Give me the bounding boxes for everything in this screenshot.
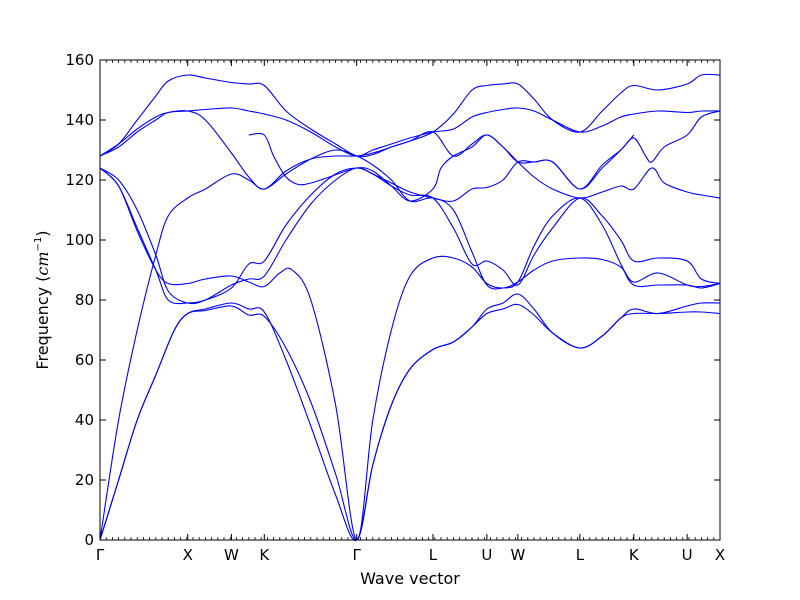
y-tick-label: 60 bbox=[75, 351, 94, 369]
band-line-9 bbox=[99, 73, 721, 158]
x-tick-label: L bbox=[429, 546, 438, 564]
x-tick-label: U bbox=[682, 546, 693, 564]
y-tick-label: 40 bbox=[75, 411, 94, 429]
x-tick-label: X bbox=[715, 546, 725, 564]
x-tick-label: Γ bbox=[96, 546, 105, 564]
x-tick-label: U bbox=[481, 546, 492, 564]
y-tick-label: 80 bbox=[75, 291, 94, 309]
band-line-6 bbox=[99, 110, 721, 305]
x-tick-label: Γ bbox=[353, 546, 362, 564]
x-tick-label: K bbox=[629, 546, 640, 564]
series-layer bbox=[99, 73, 721, 541]
y-tick-label: 160 bbox=[65, 51, 94, 69]
band-line-4 bbox=[99, 167, 721, 541]
y-tick-label: 0 bbox=[84, 531, 94, 549]
band-line-3 bbox=[99, 149, 721, 541]
y-tick-label: 140 bbox=[65, 111, 94, 129]
x-tick-label: W bbox=[224, 546, 239, 564]
y-tick-label: 100 bbox=[65, 231, 94, 249]
x-axis-label: Wave vector bbox=[360, 569, 460, 588]
band-line-8 bbox=[99, 107, 721, 157]
x-tick-label: L bbox=[576, 546, 585, 564]
x-tick-label: W bbox=[510, 546, 525, 564]
x-tick-label: K bbox=[259, 546, 270, 564]
y-axis-label: Frequency (cm−1) bbox=[33, 230, 52, 369]
band-line-2 bbox=[99, 293, 721, 541]
plot-frame bbox=[99, 59, 721, 541]
x-tick-label: X bbox=[183, 546, 193, 564]
y-tick-label: 120 bbox=[65, 171, 94, 189]
y-axis-ticks: 0 20 40 60 80 100 120 140 160 bbox=[65, 51, 720, 549]
band-line-10 bbox=[248, 132, 635, 202]
y-tick-label: 20 bbox=[75, 471, 94, 489]
band-line-5 bbox=[99, 167, 721, 305]
